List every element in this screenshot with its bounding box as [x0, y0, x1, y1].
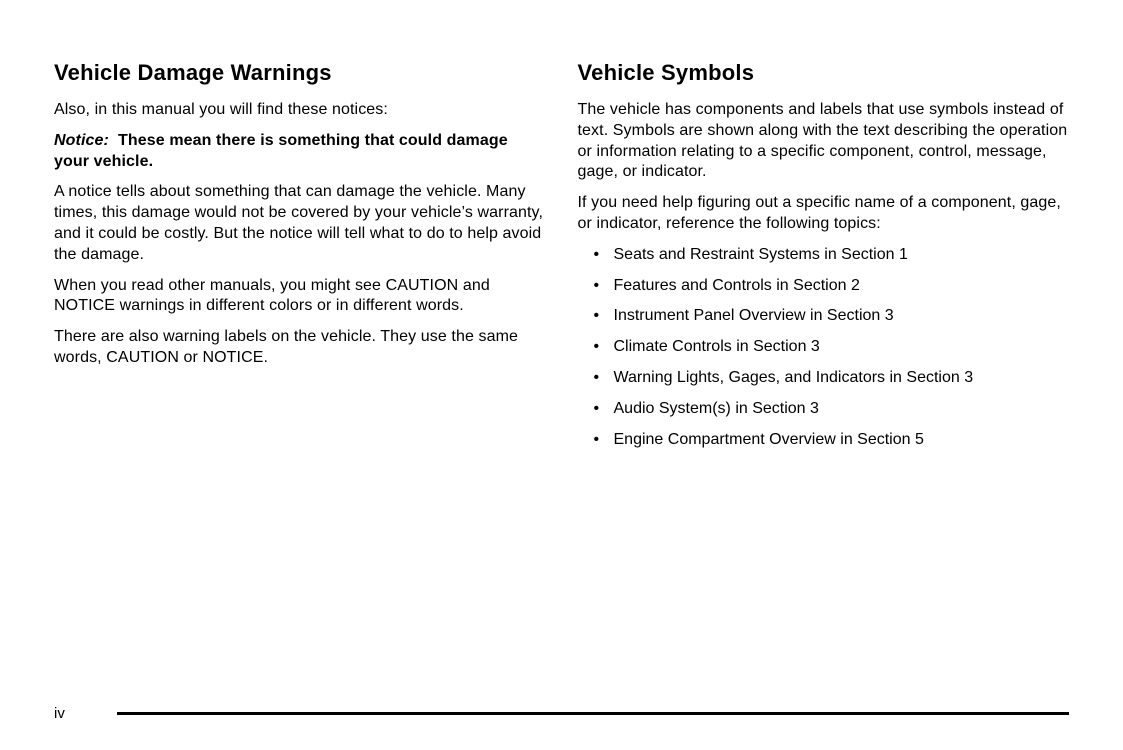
footer-rule — [117, 712, 1069, 715]
list-item: Climate Controls in Section 3 — [600, 337, 1070, 358]
left-intro: Also, in this manual you will find these… — [54, 100, 546, 121]
left-para-2: When you read other manuals, you might s… — [54, 276, 546, 318]
page: Vehicle Damage Warnings Also, in this ma… — [0, 0, 1123, 750]
content-columns: Vehicle Damage Warnings Also, in this ma… — [54, 60, 1069, 722]
list-item: Instrument Panel Overview in Section 3 — [600, 306, 1070, 327]
notice-paragraph: Notice: These mean there is something th… — [54, 131, 546, 173]
list-item: Audio System(s) in Section 3 — [600, 399, 1070, 420]
list-item: Engine Compartment Overview in Section 5 — [600, 430, 1070, 451]
right-para-1: The vehicle has components and labels th… — [578, 100, 1070, 183]
list-item: Seats and Restraint Systems in Section 1 — [600, 245, 1070, 266]
page-number: iv — [54, 705, 65, 722]
right-column: Vehicle Symbols The vehicle has componen… — [578, 60, 1070, 722]
notice-body: These mean there is something that could… — [54, 132, 508, 170]
notice-label: Notice: — [54, 132, 109, 149]
left-column: Vehicle Damage Warnings Also, in this ma… — [54, 60, 546, 722]
right-heading: Vehicle Symbols — [578, 60, 1070, 86]
list-item: Features and Controls in Section 2 — [600, 276, 1070, 297]
left-para-1: A notice tells about something that can … — [54, 182, 546, 265]
left-para-3: There are also warning labels on the veh… — [54, 327, 546, 369]
list-item: Warning Lights, Gages, and Indicators in… — [600, 368, 1070, 389]
left-heading: Vehicle Damage Warnings — [54, 60, 546, 86]
topics-list: Seats and Restraint Systems in Section 1… — [578, 245, 1070, 451]
page-footer: iv — [54, 705, 1069, 722]
right-para-2: If you need help figuring out a specific… — [578, 193, 1070, 235]
